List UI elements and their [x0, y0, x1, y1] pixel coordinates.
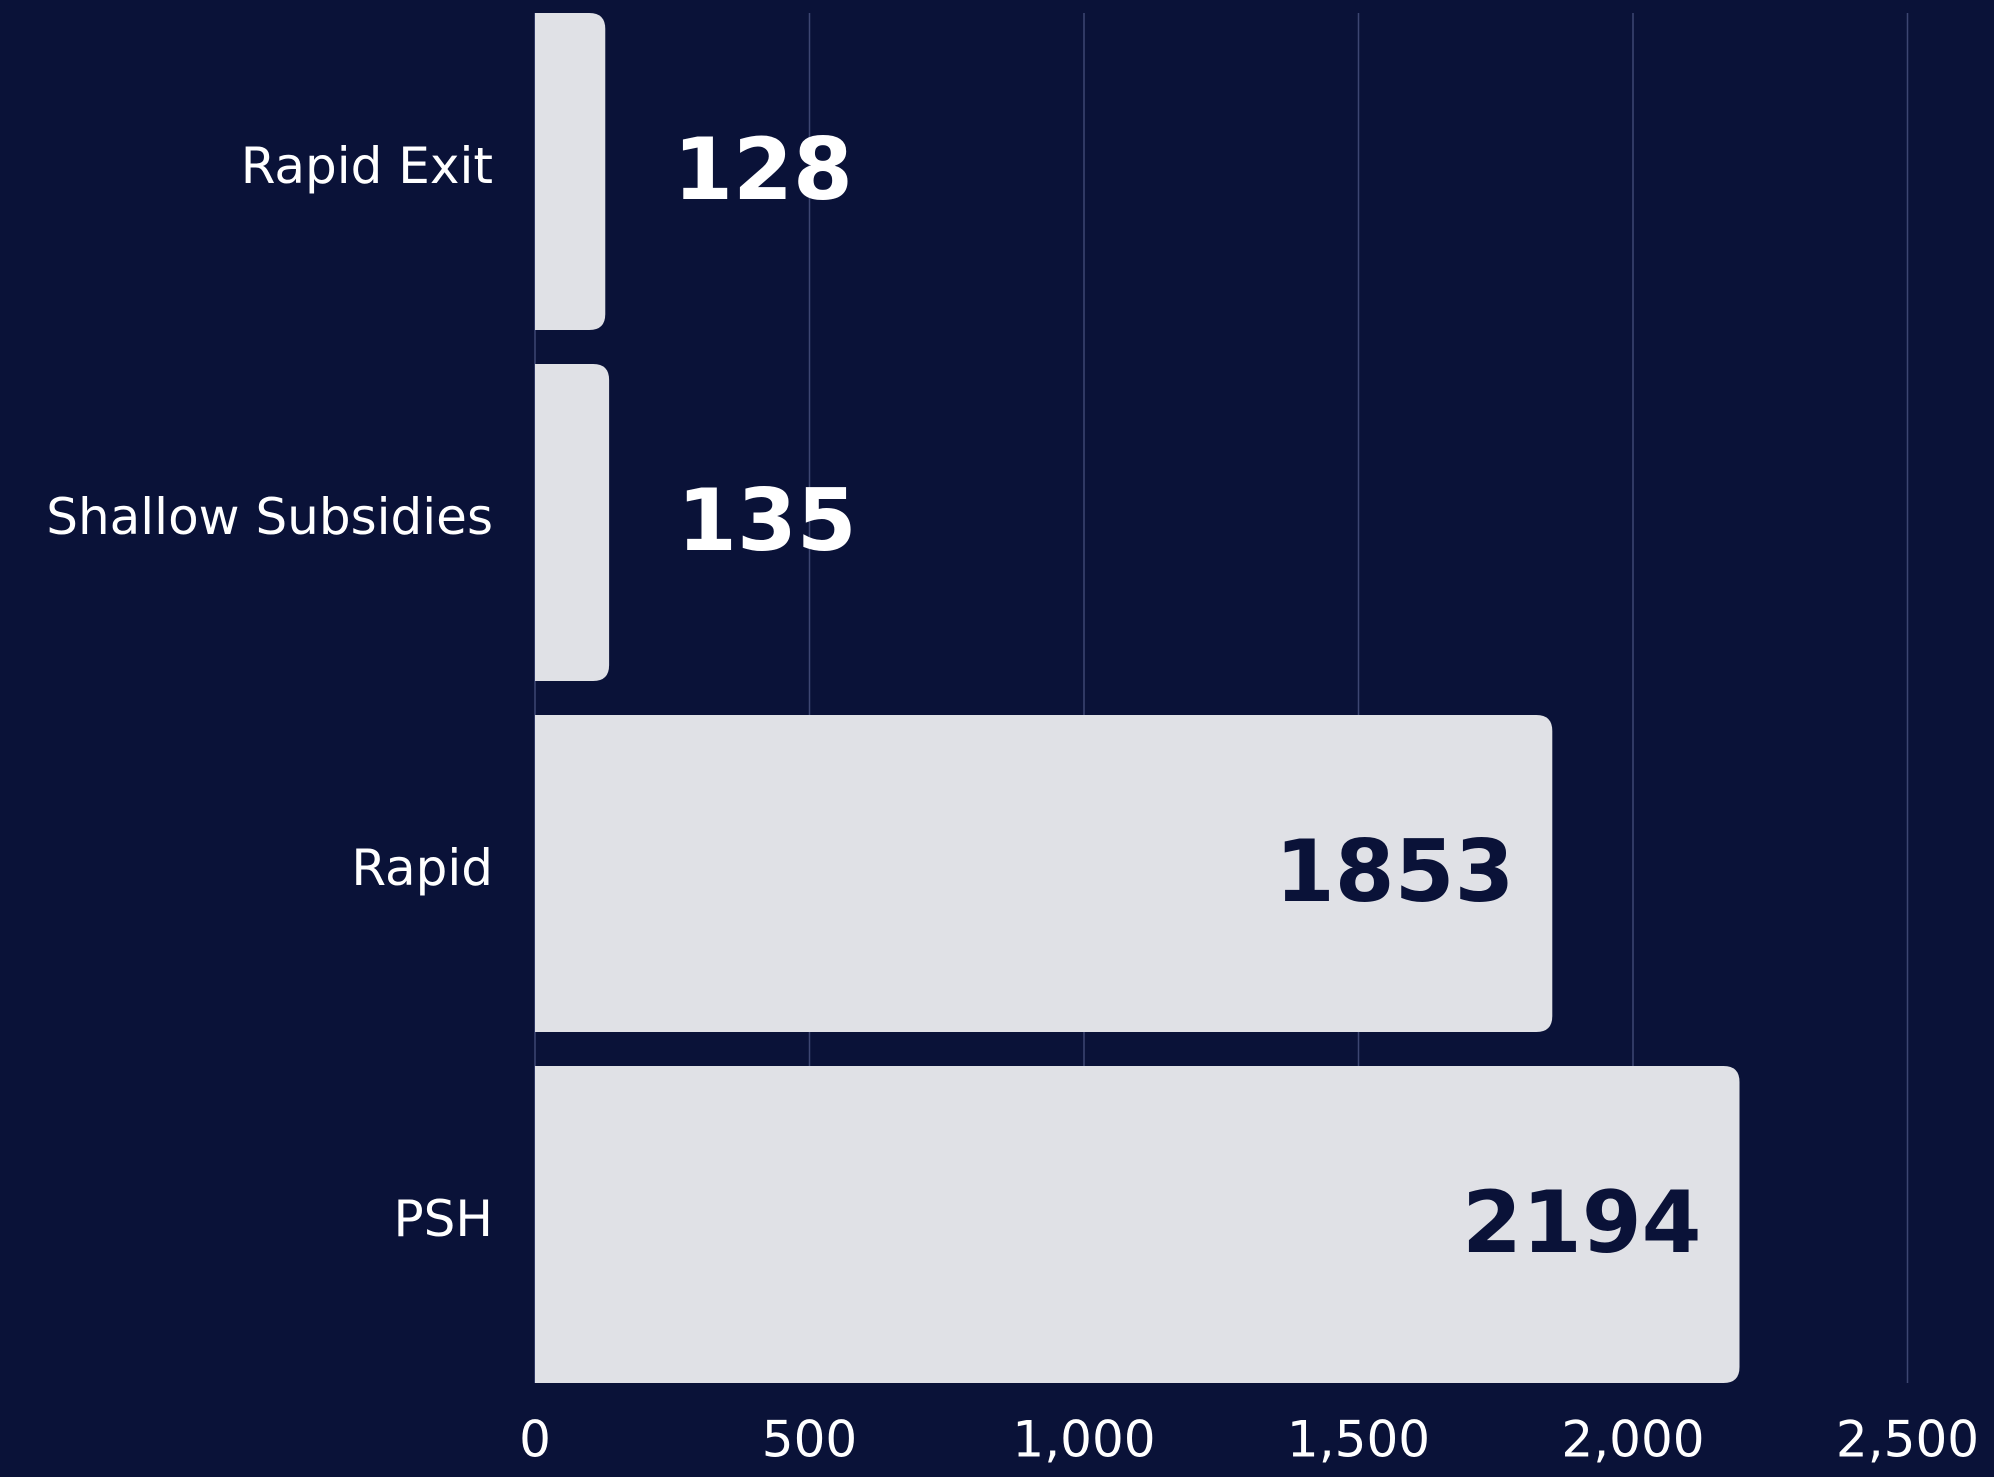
y-tick-label: PSH: [394, 1190, 494, 1248]
value-label: 128: [673, 120, 853, 220]
x-tick-label: 500: [762, 1411, 857, 1469]
y-tick-label: Rapid Exit: [241, 137, 493, 195]
bar: [535, 13, 606, 330]
y-tick-label: Rapid: [351, 839, 493, 897]
value-label: 1853: [1275, 822, 1514, 922]
bar: [535, 364, 610, 681]
x-tick-label: 2,000: [1561, 1411, 1704, 1469]
bar: [535, 1066, 1740, 1383]
value-label: 135: [677, 471, 857, 571]
y-tick-label: Shallow Subsidies: [46, 488, 493, 546]
value-label: 2194: [1462, 1173, 1701, 1273]
x-tick-label: 2,500: [1836, 1411, 1979, 1469]
bar: [535, 715, 1553, 1032]
x-tick-label: 1,000: [1012, 1411, 1155, 1469]
x-tick-label: 1,500: [1287, 1411, 1430, 1469]
x-tick-label: 0: [519, 1411, 551, 1469]
